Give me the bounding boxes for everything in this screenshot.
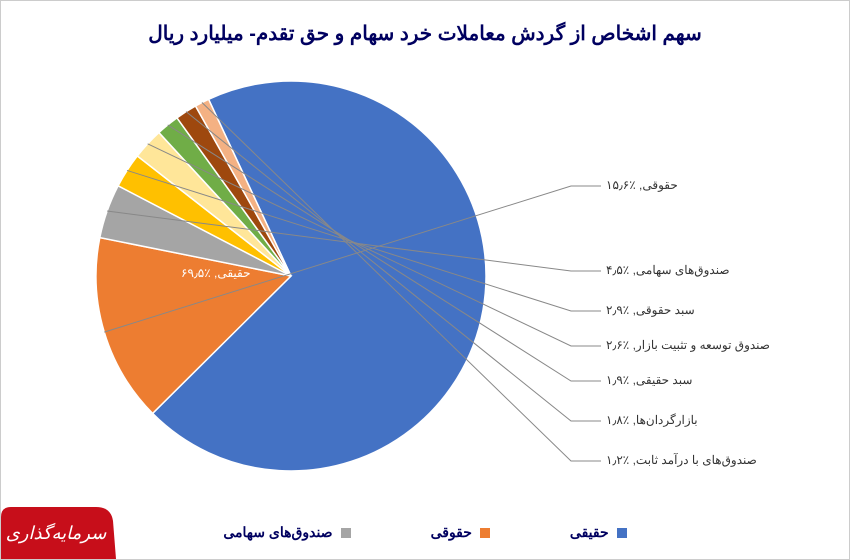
legend: حقیقی حقوقی صندوق‌های سهامی	[1, 524, 849, 541]
slice-label-5: سبد حقیقی, ٪۱٫۹	[606, 373, 692, 387]
slice-label-7: صندوق‌های با درآمد ثابت, ٪۱٫۲	[606, 453, 757, 467]
slice-label-1: حقوقی, ٪۱۵٫۶	[606, 178, 678, 192]
watermark-logo: سرمایه‌گذاری	[1, 499, 116, 559]
slice-label-0: حقیقی, ٪۶۹٫۵	[181, 266, 251, 280]
legend-marker-1	[480, 528, 490, 538]
legend-item-2: صندوق‌های سهامی	[223, 524, 350, 541]
legend-label-1: حقوقی	[431, 524, 472, 541]
legend-label-2: صندوق‌های سهامی	[223, 524, 332, 541]
legend-item-0: حقیقی	[570, 524, 627, 541]
legend-label-0: حقیقی	[570, 524, 609, 541]
legend-item-1: حقوقی	[431, 524, 490, 541]
legend-marker-0	[617, 528, 627, 538]
slice-label-3: سبد حقوقی, ٪۲٫۹	[606, 303, 695, 317]
slice-label-2: صندوق‌های سهامی, ٪۴٫۵	[606, 263, 730, 277]
slice-label-6: بازارگردان‌ها, ٪۱٫۸	[606, 413, 698, 427]
pie-area: حقیقی, ٪۶۹٫۵ حقوقی, ٪۱۵٫۶ صندوق‌های سهامی,…	[41, 61, 811, 481]
chart-container: سهم اشخاص از گردش معاملات خرد سهام و حق …	[1, 1, 849, 559]
legend-marker-2	[341, 528, 351, 538]
pie-chart	[61, 71, 521, 481]
slice-label-4: صندوق توسعه و تثبیت بازار, ٪۲٫۶	[606, 338, 770, 352]
chart-title: سهم اشخاص از گردش معاملات خرد سهام و حق …	[1, 1, 849, 56]
svg-text:سرمایه‌گذاری: سرمایه‌گذاری	[6, 522, 108, 544]
